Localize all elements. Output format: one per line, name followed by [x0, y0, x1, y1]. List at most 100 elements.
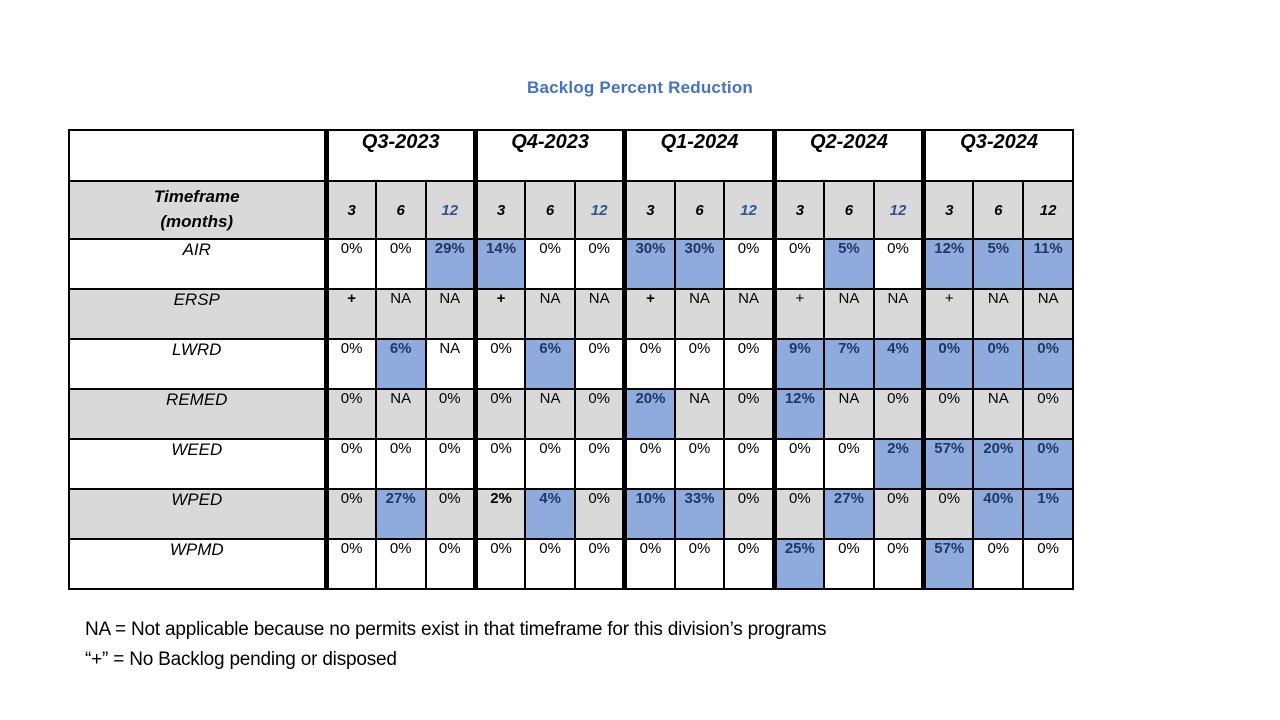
value-cell: 0%	[723, 338, 776, 390]
value-cell: 0%	[424, 438, 477, 490]
value-cell: 0%	[921, 388, 975, 440]
table-row: ERSP + NA NA + NA NA + NA NA + NA NA + NA NA	[68, 288, 1075, 340]
table-row: WPED 0% 27% 0% 2% 4% 0% 10% 33% 0% 0% 27% 0% 0% 40% 1%	[68, 488, 1075, 540]
value-cell: 0%	[524, 538, 576, 590]
value-cell: 5%	[972, 238, 1025, 290]
value-cell: 0%	[1022, 388, 1075, 440]
value-cell: 0%	[323, 238, 377, 290]
value-cell: 4%	[524, 488, 576, 540]
value-cell: 30%	[622, 238, 676, 290]
value-cell: 0%	[374, 538, 427, 590]
value-cell: 5%	[823, 238, 875, 290]
division-label: WPMD	[68, 538, 327, 590]
value-cell: 0%	[723, 538, 776, 590]
month-header: 6	[524, 180, 576, 240]
value-cell: NA	[374, 388, 427, 440]
value-cell: 9%	[771, 338, 826, 390]
month-header: 12	[424, 180, 477, 240]
value-cell: 0%	[673, 338, 726, 390]
month-header: 6	[823, 180, 875, 240]
value-cell: 2%	[472, 488, 527, 540]
quarter-header-row: Q3-2023 Q4-2023 Q1-2024 Q2-2024 Q3-2024	[68, 129, 1075, 182]
value-cell: 33%	[673, 488, 726, 540]
value-cell: 0%	[374, 438, 427, 490]
month-header: 6	[673, 180, 726, 240]
month-header: 3	[622, 180, 676, 240]
value-cell: 0%	[771, 438, 826, 490]
value-cell: 0%	[323, 388, 377, 440]
value-cell: 0%	[424, 388, 477, 440]
value-cell: 0%	[574, 338, 626, 390]
table-body: Q3-2023 Q4-2023 Q1-2024 Q2-2024 Q3-2024 Timef…	[68, 129, 1075, 590]
month-header: 12	[723, 180, 776, 240]
value-cell: 0%	[872, 488, 925, 540]
value-cell: 1%	[1022, 488, 1075, 540]
timeframe-header: Timeframe (months)	[68, 180, 327, 240]
value-cell: 0%	[472, 538, 527, 590]
month-header: 3	[771, 180, 826, 240]
quarter-header: Q3-2024	[921, 129, 1075, 182]
division-label: ERSP	[68, 288, 327, 340]
value-cell: 27%	[823, 488, 875, 540]
value-cell: 0%	[771, 488, 826, 540]
timeframe-label-line2: (months)	[160, 212, 234, 231]
value-cell: 6%	[524, 338, 576, 390]
table-row: LWRD 0% 6% NA 0% 6% 0% 0% 0% 0% 9% 7% 4% 0% 0% 0%	[68, 338, 1075, 390]
value-cell: 0%	[472, 388, 527, 440]
value-cell: 0%	[921, 488, 975, 540]
page-title: Backlog Percent Reduction	[526, 78, 754, 97]
table-row: WPMD 0% 0% 0% 0% 0% 0% 0% 0% 0% 25% 0% 0% 57% 0% 0%	[68, 538, 1075, 590]
value-cell: NA	[972, 288, 1025, 340]
division-label: WPED	[68, 488, 327, 540]
value-cell: 29%	[424, 238, 477, 290]
value-cell: NA	[524, 388, 576, 440]
value-cell: 0%	[323, 538, 377, 590]
value-cell: 30%	[673, 238, 726, 290]
value-cell: NA	[972, 388, 1025, 440]
value-cell: 0%	[424, 538, 477, 590]
quarter-header: Q2-2024	[771, 129, 925, 182]
timeframe-label-line1: Timeframe	[153, 187, 240, 207]
value-cell: 14%	[472, 238, 527, 290]
value-cell: 0%	[972, 538, 1025, 590]
backlog-table: Q3-2023 Q4-2023 Q1-2024 Q2-2024 Q3-2024 Timef…	[68, 129, 1075, 590]
value-cell: 0%	[723, 488, 776, 540]
value-cell: NA	[823, 388, 875, 440]
value-cell: NA	[524, 288, 576, 340]
value-cell: 0%	[921, 338, 975, 390]
value-cell: 0%	[1022, 338, 1075, 390]
value-cell: 0%	[872, 388, 925, 440]
value-cell: 40%	[972, 488, 1025, 540]
value-cell: NA	[374, 288, 427, 340]
value-cell: 0%	[673, 538, 726, 590]
value-cell: 20%	[622, 388, 676, 440]
value-cell: +	[771, 288, 826, 340]
value-cell: 57%	[921, 438, 975, 490]
value-cell: +	[622, 288, 676, 340]
table-row: WEED 0% 0% 0% 0% 0% 0% 0% 0% 0% 0% 0% 2% 57% 20% 0%	[68, 438, 1075, 490]
corner-cell	[68, 129, 327, 182]
month-header: 3	[323, 180, 377, 240]
value-cell: 11%	[1022, 238, 1075, 290]
value-cell: 0%	[472, 338, 527, 390]
value-cell: NA	[872, 288, 925, 340]
value-cell: 0%	[1022, 438, 1075, 490]
value-cell: 10%	[622, 488, 676, 540]
value-cell: NA	[673, 388, 726, 440]
value-cell: 0%	[574, 438, 626, 490]
value-cell: +	[323, 288, 377, 340]
value-cell: 0%	[472, 438, 527, 490]
value-cell: 0%	[872, 538, 925, 590]
quarter-header: Q4-2023	[472, 129, 626, 182]
footnote-na: NA = Not applicable because no permits e…	[85, 619, 827, 640]
month-header: 12	[1022, 180, 1075, 240]
value-cell: 0%	[622, 338, 676, 390]
value-cell: NA	[1022, 288, 1075, 340]
value-cell: 0%	[622, 538, 676, 590]
month-header-row: Timeframe (months) 3 6 12 3 6 12 3 6 12 3 6 12 3 6 12	[68, 180, 1075, 240]
month-header: 6	[972, 180, 1025, 240]
value-cell: 0%	[574, 488, 626, 540]
value-cell: 57%	[921, 538, 975, 590]
value-cell: +	[472, 288, 527, 340]
value-cell: 0%	[723, 388, 776, 440]
